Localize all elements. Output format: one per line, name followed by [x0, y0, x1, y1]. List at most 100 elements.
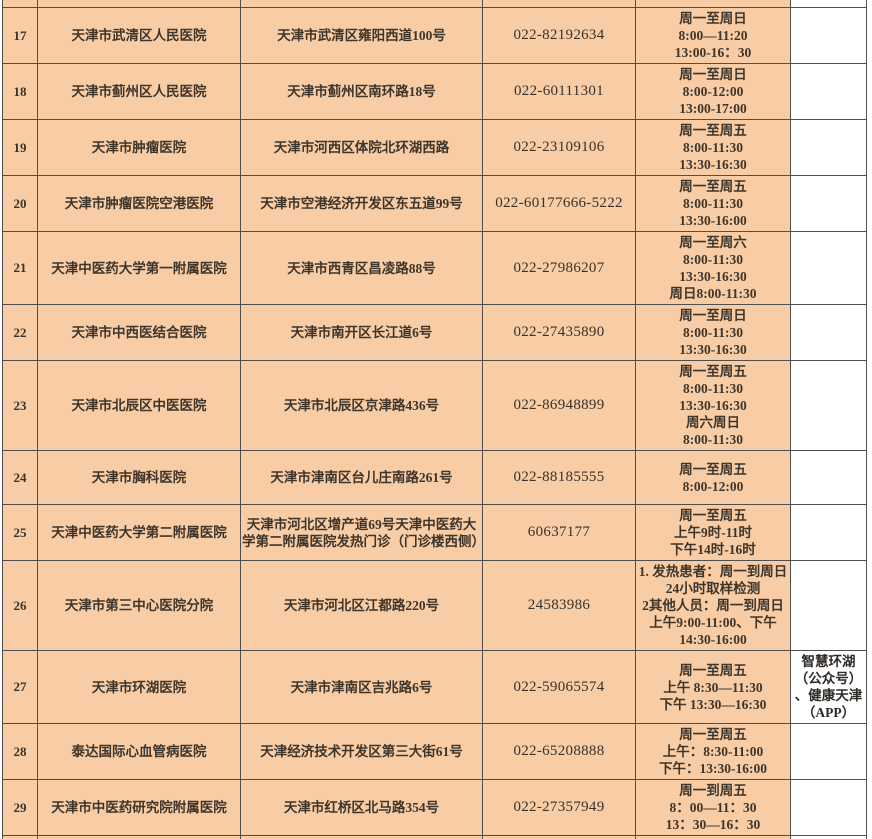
table-row: 28 泰达国际心血管病医院 天津经济技术开发区第三大街61号 022-65208… [2, 723, 867, 780]
address-cell: 天津市西青区昌凌路88号 [240, 231, 483, 305]
address-cell: 天津市武清区雍阳西道100号 [240, 7, 483, 64]
app-channel-cell [790, 175, 867, 232]
address-cell: 天津市河西区体院北环湖西路 [240, 119, 483, 176]
row-number-cell: 17 [2, 7, 38, 64]
table-row: 25 天津中医药大学第二附属医院 天津市河北区增产道69号天津中医药大学第二附属… [2, 504, 867, 561]
phone-cell: 022-27357949 [482, 779, 636, 836]
hours-cell: 1. 发热患者：周一到周日 24小时取样检测 2其他人员：周一到周日 上午9:0… [635, 560, 791, 651]
hospital-name-cell: 天津市环湖医院 [37, 650, 241, 724]
row-number-cell: 18 [2, 63, 38, 120]
row-number-cell: 29 [2, 779, 38, 836]
table-row: 23 天津市北辰区中医医院 天津市北辰区京津路436号 022-86948899… [2, 360, 867, 451]
table-row: 17 天津市武清区人民医院 天津市武清区雍阳西道100号 022-8219263… [2, 7, 867, 64]
phone-cell: 022-27986207 [482, 231, 636, 305]
hours-cell: 周一至周日 8:00-11:30 13:30-16:30 [635, 304, 791, 361]
row-number-cell: 23 [2, 360, 38, 451]
phone-cell [482, 835, 636, 839]
partial-row-bottom [2, 835, 867, 839]
hours-cell [635, 835, 791, 839]
row-number-cell: 24 [2, 450, 38, 505]
hospital-name-cell: 天津中医药大学第一附属医院 [37, 231, 241, 305]
app-channel-cell [790, 504, 867, 561]
app-channel-cell [790, 304, 867, 361]
hours-cell: 周一至周五 8:00-11:30 13:30-16:00 [635, 175, 791, 232]
app-channel-cell [790, 450, 867, 505]
row-number-cell: 25 [2, 504, 38, 561]
row-number-cell [2, 0, 38, 8]
address-cell: 天津市津南区台儿庄南路261号 [240, 450, 483, 505]
table-row: 27 天津市环湖医院 天津市津南区吉兆路6号 022-59065574 周一至周… [2, 650, 867, 724]
app-channel-cell [790, 63, 867, 120]
row-number-cell: 22 [2, 304, 38, 361]
phone-cell: 022-60177666-5222 [482, 175, 636, 232]
table-row: 29 天津市中医药研究院附属医院 天津市红桥区北马路354号 022-27357… [2, 779, 867, 836]
phone-cell: 022-60111301 [482, 63, 636, 120]
hospital-name-cell [37, 835, 241, 839]
hours-cell: 周一至周日 8:00—11:20 13:00-16：30 [635, 7, 791, 64]
hours-cell: 周一至周五 8:00-11:30 13:30-16:30 周六周日 8:00-1… [635, 360, 791, 451]
app-channel-cell [790, 360, 867, 451]
phone-cell: 24583986 [482, 560, 636, 651]
hospital-name-cell: 天津中医药大学第二附属医院 [37, 504, 241, 561]
table-row: 19 天津市肿瘤医院 天津市河西区体院北环湖西路 022-23109106 周一… [2, 119, 867, 176]
table-row: 26 天津市第三中心医院分院 天津市河北区江都路220号 24583986 1.… [2, 560, 867, 651]
hospital-name-cell: 天津市第三中心医院分院 [37, 560, 241, 651]
address-cell [240, 0, 483, 8]
phone-cell: 022-88185555 [482, 450, 636, 505]
app-channel-cell: 智慧环湖 （公众号） 、健康天津 （APP） [790, 650, 867, 724]
table-row: 24 天津市胸科医院 天津市津南区台儿庄南路261号 022-88185555 … [2, 450, 867, 505]
table-row: 21 天津中医药大学第一附属医院 天津市西青区昌凌路88号 022-279862… [2, 231, 867, 305]
address-cell: 天津市蓟州区南环路18号 [240, 63, 483, 120]
row-number-cell: 19 [2, 119, 38, 176]
address-cell: 天津市河北区增产道69号天津中医药大学第二附属医院发热门诊（门诊楼西侧） [240, 504, 483, 561]
app-channel-cell [790, 723, 867, 780]
hours-cell: 周一至周五 上午 8:30—11:30 下午 13:30—16:30 [635, 650, 791, 724]
hospital-name-cell: 天津市中西医结合医院 [37, 304, 241, 361]
phone-cell: 022-65208888 [482, 723, 636, 780]
address-cell: 天津市红桥区北马路354号 [240, 779, 483, 836]
hours-cell: 周一至周五 8:00-12:00 [635, 450, 791, 505]
hospital-name-cell: 泰达国际心血管病医院 [37, 723, 241, 780]
phone-cell: 022-59065574 [482, 650, 636, 724]
table-row: 18 天津市蓟州区人民医院 天津市蓟州区南环路18号 022-60111301 … [2, 63, 867, 120]
app-channel-cell [790, 835, 867, 839]
phone-cell: 022-23109106 [482, 119, 636, 176]
hospital-name-cell: 天津市肿瘤医院 [37, 119, 241, 176]
table-row: 20 天津市肿瘤医院空港医院 天津市空港经济开发区东五道99号 022-6017… [2, 175, 867, 232]
hours-cell: 周一至周五 8:00-11:30 13:30-16:30 [635, 119, 791, 176]
address-cell [240, 835, 483, 839]
hospital-name-cell [37, 0, 241, 8]
app-channel-cell [790, 119, 867, 176]
row-number-cell: 20 [2, 175, 38, 232]
hours-cell: 周一至周五 上午9时-11时 下午14时-16时 [635, 504, 791, 561]
address-cell: 天津市津南区吉兆路6号 [240, 650, 483, 724]
hospital-name-cell: 天津市中医药研究院附属医院 [37, 779, 241, 836]
phone-cell: 022-86948899 [482, 360, 636, 451]
app-channel-cell [790, 560, 867, 651]
address-cell: 天津市空港经济开发区东五道99号 [240, 175, 483, 232]
hours-cell: 周一至周六 8:00-11:30 13:30-16:30 周日8:00-11:3… [635, 231, 791, 305]
hours-cell [635, 0, 791, 8]
hospital-name-cell: 天津市胸科医院 [37, 450, 241, 505]
address-cell: 天津市河北区江都路220号 [240, 560, 483, 651]
app-channel-cell [790, 779, 867, 836]
row-number-cell: 21 [2, 231, 38, 305]
hospital-name-cell: 天津市北辰区中医医院 [37, 360, 241, 451]
address-cell: 天津市北辰区京津路436号 [240, 360, 483, 451]
phone-cell: 60637177 [482, 504, 636, 561]
hospital-name-cell: 天津市肿瘤医院空港医院 [37, 175, 241, 232]
hours-cell: 周一到周五 8：00—11：30 13：30—16：30 [635, 779, 791, 836]
row-number-cell: 26 [2, 560, 38, 651]
address-cell: 天津市南开区长江道6号 [240, 304, 483, 361]
hospital-name-cell: 天津市蓟州区人民医院 [37, 63, 241, 120]
row-number-cell: 27 [2, 650, 38, 724]
phone-cell: 022-82192634 [482, 7, 636, 64]
app-channel-cell [790, 7, 867, 64]
table-row: 22 天津市中西医结合医院 天津市南开区长江道6号 022-27435890 周… [2, 304, 867, 361]
hours-cell: 周一至周日 8:00-12:00 13:00-17:00 [635, 63, 791, 120]
app-channel-cell [790, 0, 867, 8]
phone-cell: 022-27435890 [482, 304, 636, 361]
partial-row-top [2, 0, 867, 8]
app-channel-cell [790, 231, 867, 305]
